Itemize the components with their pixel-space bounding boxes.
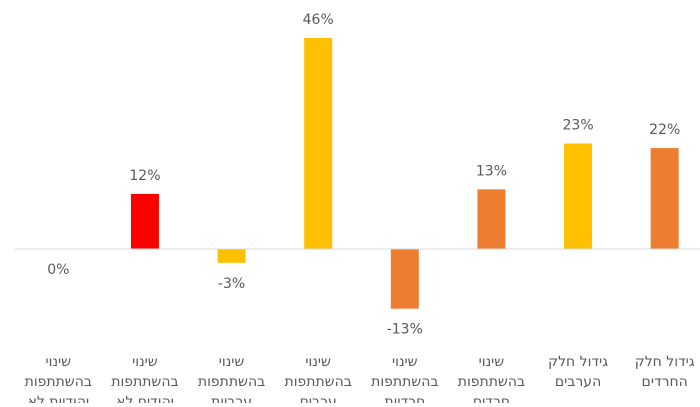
- x-tick-label: יהודים לא: [116, 394, 174, 403]
- value-label: 46%: [303, 12, 334, 28]
- x-tick-label: הערבים: [555, 374, 601, 390]
- x-tick-label: גידול חלק: [635, 354, 695, 370]
- value-label: -3%: [218, 276, 245, 292]
- value-label: 0%: [47, 262, 69, 278]
- bar: [477, 189, 506, 250]
- x-tick-label: שינוי: [392, 354, 418, 370]
- value-label: 22%: [649, 122, 680, 138]
- bar: [564, 143, 593, 250]
- value-label: 13%: [476, 163, 507, 179]
- x-tick-label: יהודיות לא: [27, 394, 89, 403]
- bar: [390, 249, 419, 309]
- x-tick-label: שינוי: [46, 354, 72, 370]
- x-tick-label: בהשתתפות: [458, 374, 525, 390]
- x-tick-label: חרדים: [473, 394, 510, 403]
- x-tick-label: שינוי: [219, 354, 245, 370]
- x-tick-label: ערבים: [300, 394, 337, 403]
- value-label: 23%: [563, 117, 594, 133]
- x-tick-label: החרדים: [642, 374, 688, 390]
- x-tick-label: שינוי: [132, 354, 158, 370]
- bar: [130, 193, 159, 250]
- x-tick-label: שינוי: [305, 354, 331, 370]
- x-tick-label: בהשתתפות: [285, 374, 352, 390]
- value-label: 12%: [129, 168, 160, 184]
- x-tick-label: גידול חלק: [548, 354, 608, 370]
- x-tick-label: בהשתתפות: [198, 374, 265, 390]
- value-label: -13%: [387, 322, 423, 338]
- x-tick-label: בהשתתפות: [25, 374, 92, 390]
- x-tick-label: בהשתתפות: [371, 374, 438, 390]
- bar: [304, 37, 333, 250]
- bar: [217, 249, 246, 263]
- x-tick-label: שינוי: [479, 354, 505, 370]
- x-tick-label: בהשתתפות: [111, 374, 178, 390]
- x-tick-label: חרדיות: [384, 394, 425, 403]
- bar: [650, 148, 679, 250]
- x-tick-label: ערביות: [211, 394, 252, 403]
